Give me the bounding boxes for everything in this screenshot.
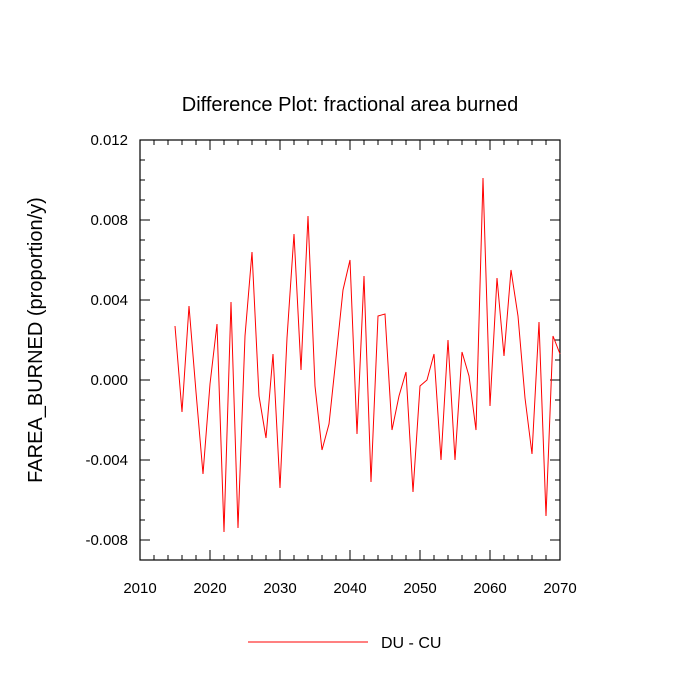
y-tick-label: -0.004: [85, 452, 128, 469]
legend-label-du-cu: DU - CU: [381, 635, 441, 652]
chart-title: Difference Plot: fractional area burned: [182, 94, 519, 116]
x-tick-label: 2010: [123, 580, 156, 597]
x-tick-label: 2030: [263, 580, 296, 597]
series-layer: [174, 177, 561, 533]
x-tick-label: 2070: [543, 580, 576, 597]
y-axis-ticks: -0.008 -0.004 0.000 0.004 0.008 0.012: [85, 132, 560, 561]
x-tick-label: 2050: [403, 580, 436, 597]
y-tick-label: 0.012: [90, 132, 128, 149]
y-tick-label: 0.000: [90, 372, 128, 389]
x-tick-label: 2020: [193, 580, 226, 597]
x-tick-label: 2040: [333, 580, 366, 597]
y-tick-label: -0.008: [85, 532, 128, 549]
y-tick-label: 0.004: [90, 292, 128, 309]
y-tick-label: 0.008: [90, 212, 128, 229]
legend: DU - CU: [248, 635, 441, 652]
plot-frame: [139, 139, 561, 561]
x-axis-ticks: 2010 2020 2030 2040 2050 2060 2070: [123, 140, 577, 597]
x-tick-label: 2060: [473, 580, 506, 597]
y-axis-label: FAREA_BURNED (proportion/y): [25, 197, 47, 483]
series-line-du-cu: [174, 177, 561, 533]
